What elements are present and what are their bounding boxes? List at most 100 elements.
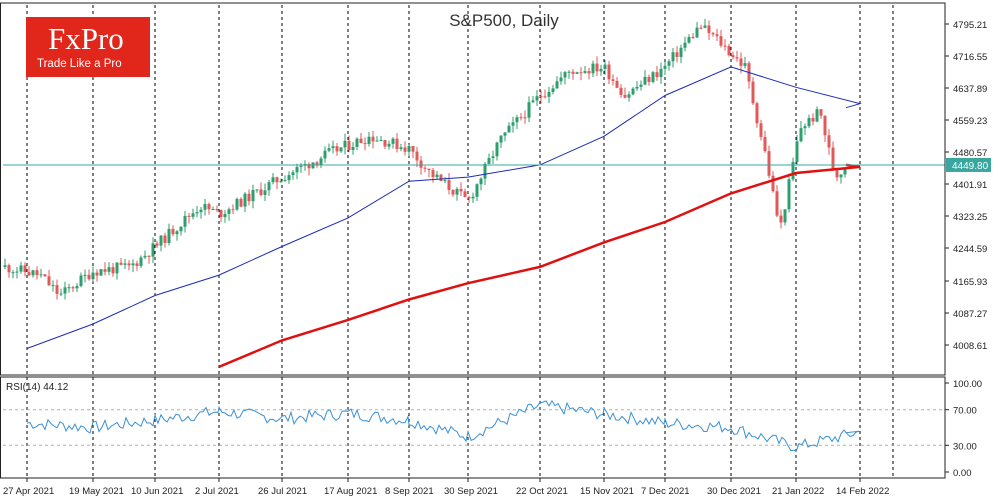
candlestick [39,268,43,278]
candlestick [171,225,175,237]
candlestick [719,29,723,48]
candle-body [471,196,475,199]
candlestick [227,207,231,221]
candle-body [519,117,523,119]
time-tick-label: 27 Apr 2021 [3,486,54,497]
candle-body [387,143,391,147]
candlestick [123,258,127,269]
price-tick-label: 4087.27 [953,309,987,320]
candlestick [695,22,699,39]
candle-body [703,25,707,28]
candlestick [591,60,595,78]
candlestick [571,68,575,80]
candle-body [751,81,755,104]
candle-body [655,72,659,78]
candle-body [791,162,795,180]
candle-body [687,37,691,43]
candlestick [35,266,39,280]
candle-body [619,87,623,95]
candle-body [615,80,619,88]
candlestick [19,261,23,274]
candle-body [551,88,555,92]
current-price-badge-box [946,157,991,172]
candle-body [323,150,327,159]
candle-body [839,174,843,178]
candle-body [603,64,607,69]
candle-body [711,33,715,35]
candlestick [175,230,179,241]
candle-body [695,27,699,38]
logo-brand: FxPro [48,21,124,56]
candle-body [523,117,527,119]
price-axis-ticks: 4795.21 4716.55 4637.89 4559.23 4480.57 4401.… [945,20,987,352]
candle-body [815,109,819,122]
candlestick [511,116,515,133]
candle-body [227,209,231,214]
rsi-axis-ticks: 100.00 70.00 30.00 0.00 [945,379,982,479]
candlestick [439,174,443,182]
candle-body [119,262,123,265]
candle-body [763,137,767,152]
candlestick [335,143,339,156]
candle-body [683,42,687,48]
candle-body [627,94,631,98]
candlestick [731,51,735,60]
candle-body [735,57,739,59]
candlestick [295,163,299,180]
price-tick-label: 4716.55 [953,52,987,63]
candle-body [431,170,435,178]
candle-body [371,136,375,142]
candlestick [747,60,751,89]
candlestick [823,115,827,142]
candlestick [383,139,387,150]
candle-body [287,175,291,181]
candle-body [759,123,763,138]
candlestick [111,262,115,277]
candle-body [123,263,127,265]
rsi-line [26,399,860,453]
candle-body [115,262,119,274]
candlestick [483,162,487,185]
candle-body [143,255,147,258]
candle-body [819,109,823,116]
candle-body [27,272,31,276]
candlestick [79,272,83,288]
candle-body [663,65,667,69]
candle-body [623,94,627,98]
candlestick [691,32,695,39]
candlestick [543,89,547,99]
candlestick [87,269,91,281]
candlestick [479,177,483,191]
candlestick [711,31,715,37]
candle-body [611,79,615,81]
candle-body [211,209,215,211]
candle-body [255,189,259,191]
candle-body [35,270,39,276]
candle-body [219,210,223,218]
candlestick [639,80,643,91]
candle-body [643,76,647,85]
candle-body [103,269,107,272]
candlestick [179,226,183,236]
candlestick [615,77,619,89]
candle-body [443,180,447,182]
candlestick [239,197,243,208]
rsi-tick-label: 30.00 [953,441,977,452]
time-tick-label: 8 Sep 2021 [385,486,434,497]
candlestick [555,76,559,89]
candlestick [275,176,279,190]
candlestick [371,130,375,149]
logo-tagline: Trade Like a Pro [37,58,122,70]
candle-body [183,215,187,227]
price-tick-label: 4637.89 [953,84,987,95]
candlestick [491,150,495,164]
candle-body [583,71,587,73]
candlestick [515,114,519,130]
candle-body [215,209,219,211]
candle-body [275,177,279,183]
candle-body [595,63,599,72]
price-tick-label: 4165.93 [953,277,987,288]
candlestick [807,114,811,129]
candlestick [575,71,579,74]
